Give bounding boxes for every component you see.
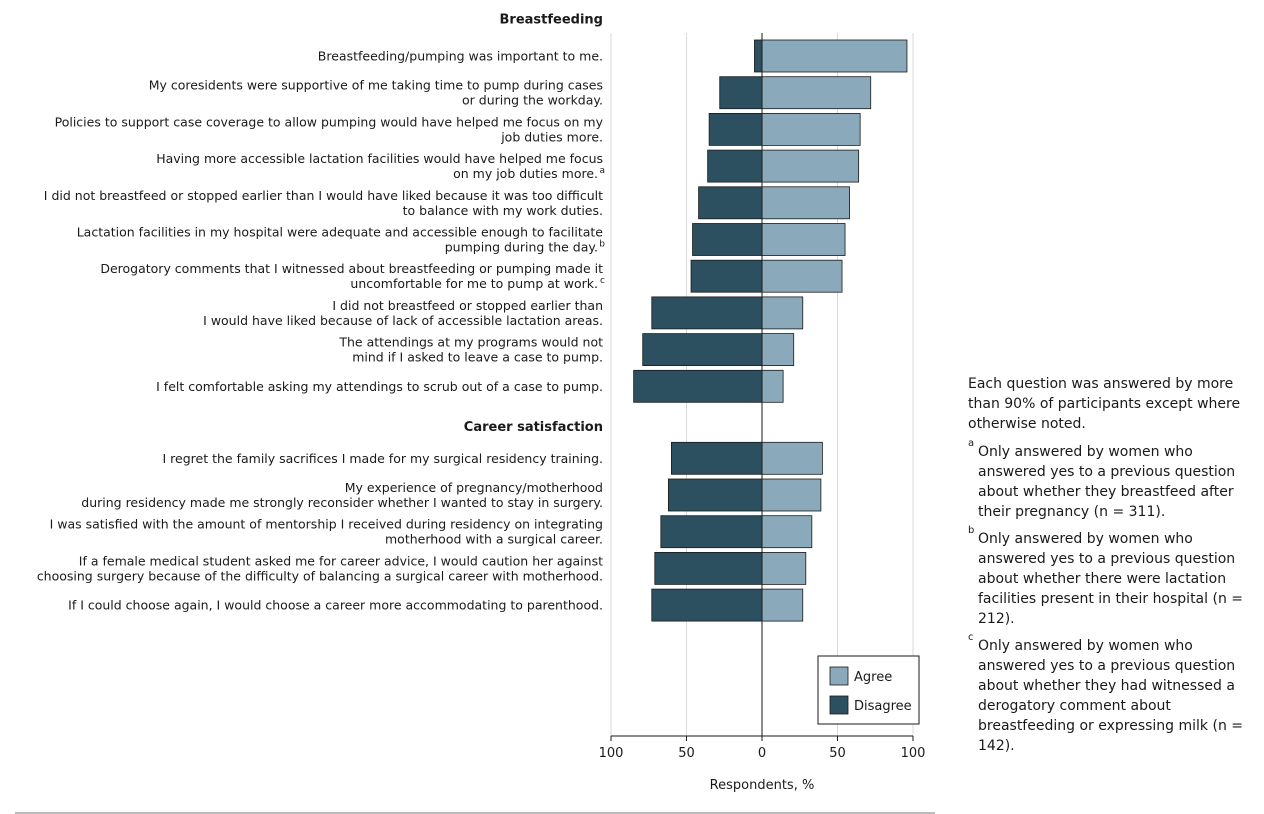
- question-label-s0-q4-line-0: I did not breastfeed or stopped earlier …: [44, 188, 603, 203]
- bar-disagree-s0-q3: [707, 149, 763, 183]
- bar-disagree-s0-q6: [690, 259, 763, 293]
- axis-layer: 100 50 0 50 100 Respondents, %: [15, 33, 935, 814]
- footnote-a-text: Only answered by women who answered yes …: [978, 444, 1236, 520]
- bar-layer: [633, 39, 908, 622]
- question-label-s1-q3-line-0: If a female medical student asked me for…: [79, 553, 603, 568]
- x-tick-label-0: 100: [599, 746, 624, 761]
- question-label-s0-q1-line-1: or during the workday.: [462, 93, 603, 108]
- question-label-s0-q5-line-1: pumping during the day.: [445, 240, 598, 255]
- footnote-c-mark: c: [968, 632, 974, 643]
- x-axis-label: Respondents, %: [710, 778, 815, 793]
- x-tick-label-1: 50: [678, 746, 695, 761]
- bar-disagree-s1-q0: [671, 441, 763, 475]
- footnote-a-mark: a: [968, 438, 975, 449]
- bar-disagree-s0-q1: [719, 76, 763, 110]
- chart-notes: Each question was answered by more than …: [968, 374, 1258, 763]
- footnote-b-mark: b: [968, 525, 975, 536]
- section-title-1: Career satisfaction: [464, 420, 603, 435]
- bar-agree-s0-q7: [761, 296, 804, 330]
- bar-agree-s0-q5: [761, 223, 846, 256]
- question-label-s1-q1-line-1: during residency made me strongly recons…: [81, 495, 603, 510]
- bar-agree-s1-q1: [761, 478, 822, 512]
- bar-agree-s1-q2: [761, 515, 813, 549]
- diverging-bar-chart: Breastfeeding Career satisfaction Breastfe…: [15, 13, 935, 814]
- question-label-s0-q8-line-0: The attendings at my programs would not: [338, 335, 603, 350]
- bar-agree-s0-q0: [761, 39, 908, 73]
- bar-disagree-s0-q0: [754, 39, 763, 73]
- label-layer: Breastfeeding Career satisfaction Breastfe…: [37, 13, 605, 613]
- legend-swatch-disagree: [829, 695, 849, 715]
- question-label-s0-q5-line-0: Lactation facilities in my hospital were…: [77, 225, 604, 240]
- question-label-s0-q1-line-0: My coresidents were supportive of me tak…: [149, 78, 603, 93]
- x-tick-label-3: 50: [829, 746, 846, 761]
- footnote-b: b Only answered by women who answered yes…: [968, 525, 1258, 629]
- question-sup-s0-q6: c: [600, 276, 605, 286]
- question-label-s1-q2-line-0: I was satisfied with the amount of mento…: [50, 517, 603, 532]
- question-sup-s0-q5: b: [599, 240, 605, 250]
- bar-agree-s1-q0: [761, 441, 823, 475]
- question-label-s1-q2-line-1: motherhood with a surgical career.: [385, 532, 603, 547]
- bar-agree-s1-q4: [761, 588, 804, 622]
- question-label-s0-q7-line-1: I would have liked because of lack of ac…: [203, 313, 603, 328]
- footnote-c: c Only answered by women who answered yes…: [968, 632, 1258, 756]
- bar-disagree-s0-q8: [642, 333, 763, 367]
- question-label-s1-q1-line-0: My experience of pregnancy/motherhood: [345, 480, 603, 495]
- bar-agree-s0-q6: [761, 259, 843, 293]
- bar-agree-s0-q9: [761, 369, 784, 403]
- bar-disagree-s0-q9: [633, 369, 763, 403]
- bar-disagree-s1-q4: [651, 588, 763, 622]
- question-label-s0-q9-line-0: I felt comfortable asking my attendings …: [156, 379, 603, 394]
- x-tick-label-4: 100: [901, 746, 926, 761]
- bar-disagree-s0-q4: [698, 186, 763, 220]
- question-label-s0-q6-line-1: uncomfortable for me to pump at work.: [350, 276, 598, 291]
- question-label-s1-q4-line-0: If I could choose again, I would choose …: [68, 598, 603, 613]
- question-sup-s0-q3: a: [599, 166, 605, 176]
- legend-label-disagree: Disagree: [854, 699, 912, 714]
- bar-agree-s0-q8: [761, 333, 795, 367]
- question-label-s0-q7-line-0: I did not breastfeed or stopped earlier …: [332, 298, 603, 313]
- question-label-s1-q3-line-1: choosing surgery because of the difficul…: [37, 568, 603, 583]
- footnote-b-text: Only answered by women who answered yes …: [978, 531, 1243, 627]
- section-title-0: Breastfeeding: [500, 13, 603, 28]
- question-label-s1-q0-line-0: I regret the family sacrifices I made fo…: [163, 451, 603, 466]
- bar-disagree-s1-q1: [667, 478, 763, 512]
- bar-agree-s0-q1: [761, 76, 872, 110]
- legend: Agree Disagree: [817, 655, 920, 725]
- bar-disagree-s0-q7: [651, 296, 763, 330]
- question-label-s0-q4-line-1: to balance with my work duties.: [403, 203, 603, 218]
- bar-disagree-s0-q5: [692, 223, 763, 256]
- question-label-s0-q3-line-1: on my job duties more.: [453, 166, 598, 181]
- legend-label-agree: Agree: [854, 670, 892, 685]
- footnote-c-text: Only answered by women who answered yes …: [978, 638, 1244, 754]
- notes-intro: Each question was answered by more than …: [968, 376, 1241, 432]
- question-label-s0-q8-line-1: mind if I asked to leave a case to pump.: [352, 350, 603, 365]
- bar-agree-s0-q3: [761, 149, 860, 183]
- question-label-s0-q6-line-0: Derogatory comments that I witnessed abo…: [100, 261, 603, 276]
- x-tick-label-2: 0: [758, 746, 766, 761]
- footnote-a: a Only answered by women who answered yes…: [968, 438, 1258, 522]
- question-label-s0-q0-line-0: Breastfeeding/pumping was important to m…: [318, 49, 603, 64]
- question-label-s0-q2-line-0: Policies to support case coverage to all…: [55, 114, 604, 129]
- bar-agree-s1-q3: [761, 552, 807, 585]
- legend-swatch-agree: [829, 666, 849, 686]
- bar-agree-s0-q4: [761, 186, 850, 220]
- question-label-s0-q3-line-0: Having more accessible lactation facilit…: [156, 151, 603, 166]
- bar-disagree-s1-q3: [654, 552, 763, 585]
- bar-disagree-s1-q2: [660, 515, 763, 549]
- question-label-s0-q2-line-1: job duties more.: [500, 129, 603, 144]
- bar-agree-s0-q2: [761, 113, 861, 146]
- bar-disagree-s0-q2: [708, 113, 763, 146]
